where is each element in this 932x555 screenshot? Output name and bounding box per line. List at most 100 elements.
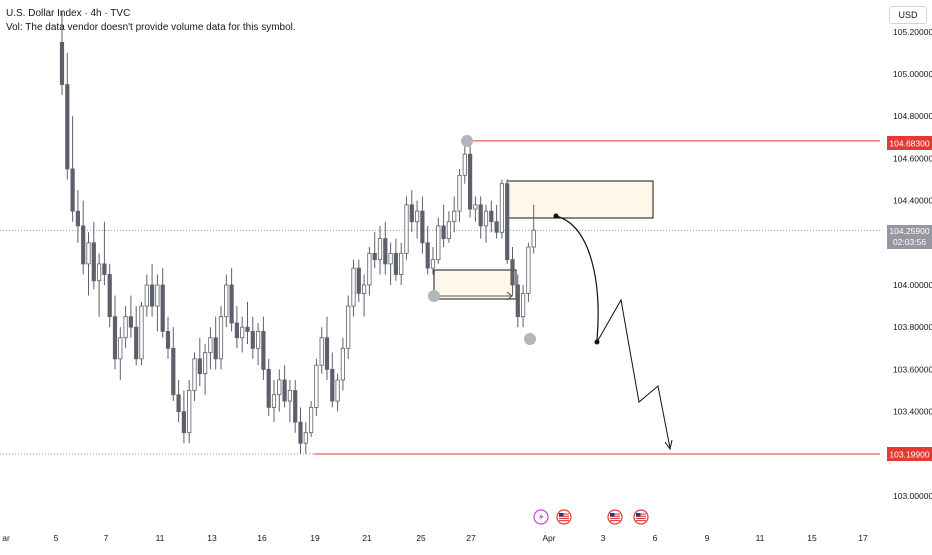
time-tick-label: Apr [542,533,555,543]
candle [372,232,377,269]
candle-body [372,252,377,261]
candlestick-series [59,10,536,454]
candle-body [102,263,107,275]
swing-low-marker[interactable] [428,290,440,302]
candle-body [112,316,118,360]
candle [324,316,330,380]
candle [452,196,457,233]
candle-body [515,284,520,318]
lower-demand-zone[interactable] [433,269,517,300]
candle [118,327,123,380]
time-tick-label: 6 [653,533,658,543]
time-axis[interactable]: ar 5 7 11 13 16 19 21 25 27 Apr 3 6 9 11 15 17 [2,533,868,543]
candle-body [483,210,489,227]
candle-body [308,406,314,434]
candle [510,247,515,296]
currency-button[interactable]: USD [889,6,927,24]
candle-body [139,305,144,360]
candle-body [303,432,308,444]
candle [250,316,255,359]
candle-body [324,337,330,370]
candle-body [165,331,171,349]
candle [271,379,277,423]
candle [531,204,536,254]
candle [224,274,229,328]
support-price-label-bg [887,447,932,461]
candle [59,10,65,96]
candle-body [155,284,160,307]
candle [457,168,462,222]
candle [97,253,102,317]
upper-supply-zone[interactable] [506,180,654,219]
candle [102,221,107,285]
candle [351,259,356,317]
candle [176,379,181,423]
candle [287,379,293,423]
candle [123,306,128,349]
candle-body [75,210,80,227]
candle-body [446,221,452,239]
candle [91,221,96,290]
candle-body [404,204,409,254]
candle [139,301,144,366]
candle-body [505,183,510,261]
candle-body [414,210,420,223]
swing-high-marker[interactable] [461,135,473,147]
candle-body [234,322,239,339]
candle-body [107,274,112,318]
candle-body [218,316,224,360]
candle-body [144,284,149,307]
candle [303,422,308,454]
candle [218,306,224,370]
us-flag-event[interactable] [607,509,623,525]
candle-body [467,153,473,210]
candle-body [224,284,229,318]
time-tick-label: 25 [416,533,426,543]
candle-body [208,337,213,353]
candle-body [420,210,425,244]
time-tick-label: 3 [601,533,606,543]
candle [462,141,467,184]
us-flag-event[interactable] [556,509,572,525]
candle [128,295,133,338]
lightning-event[interactable] [533,509,549,525]
candle-body [271,394,277,408]
candle-body [319,337,324,366]
candle [86,232,91,296]
candle-body [346,305,351,349]
candle [149,263,155,317]
candle-body [255,331,261,349]
candle-body [457,174,462,212]
candle [298,407,303,454]
projection-curve [555,215,599,341]
price-axis[interactable]: 105.20000 105.00000 104.80000 104.60000 104.… [893,27,932,501]
candle-body [65,84,70,170]
candle [478,196,483,239]
candle-body [128,316,133,328]
candle-body [531,229,536,248]
swing-low-marker-2[interactable] [524,333,536,345]
time-tick-label: 16 [257,533,267,543]
candle-body [202,352,208,375]
candle [229,268,234,332]
candle-body [452,210,457,223]
candle-body [340,347,346,381]
candle-body [213,337,218,360]
candle-body [192,358,197,391]
current-price-label-bg [887,225,932,249]
symbol-title[interactable]: U.S. Dollar Index · 4h · TVC [6,8,131,19]
time-tick-label: 21 [362,533,372,543]
candle [388,242,393,285]
candle-body [383,238,388,265]
candle-body [282,379,287,402]
candle [144,274,149,317]
candle-body [134,326,139,360]
candle [277,369,282,412]
candle [266,358,271,416]
candle-body [430,259,436,269]
price-tick-label: 103.40000 [893,407,932,417]
candle [319,327,324,374]
us-flag-event[interactable] [633,509,649,525]
candle [404,196,409,260]
